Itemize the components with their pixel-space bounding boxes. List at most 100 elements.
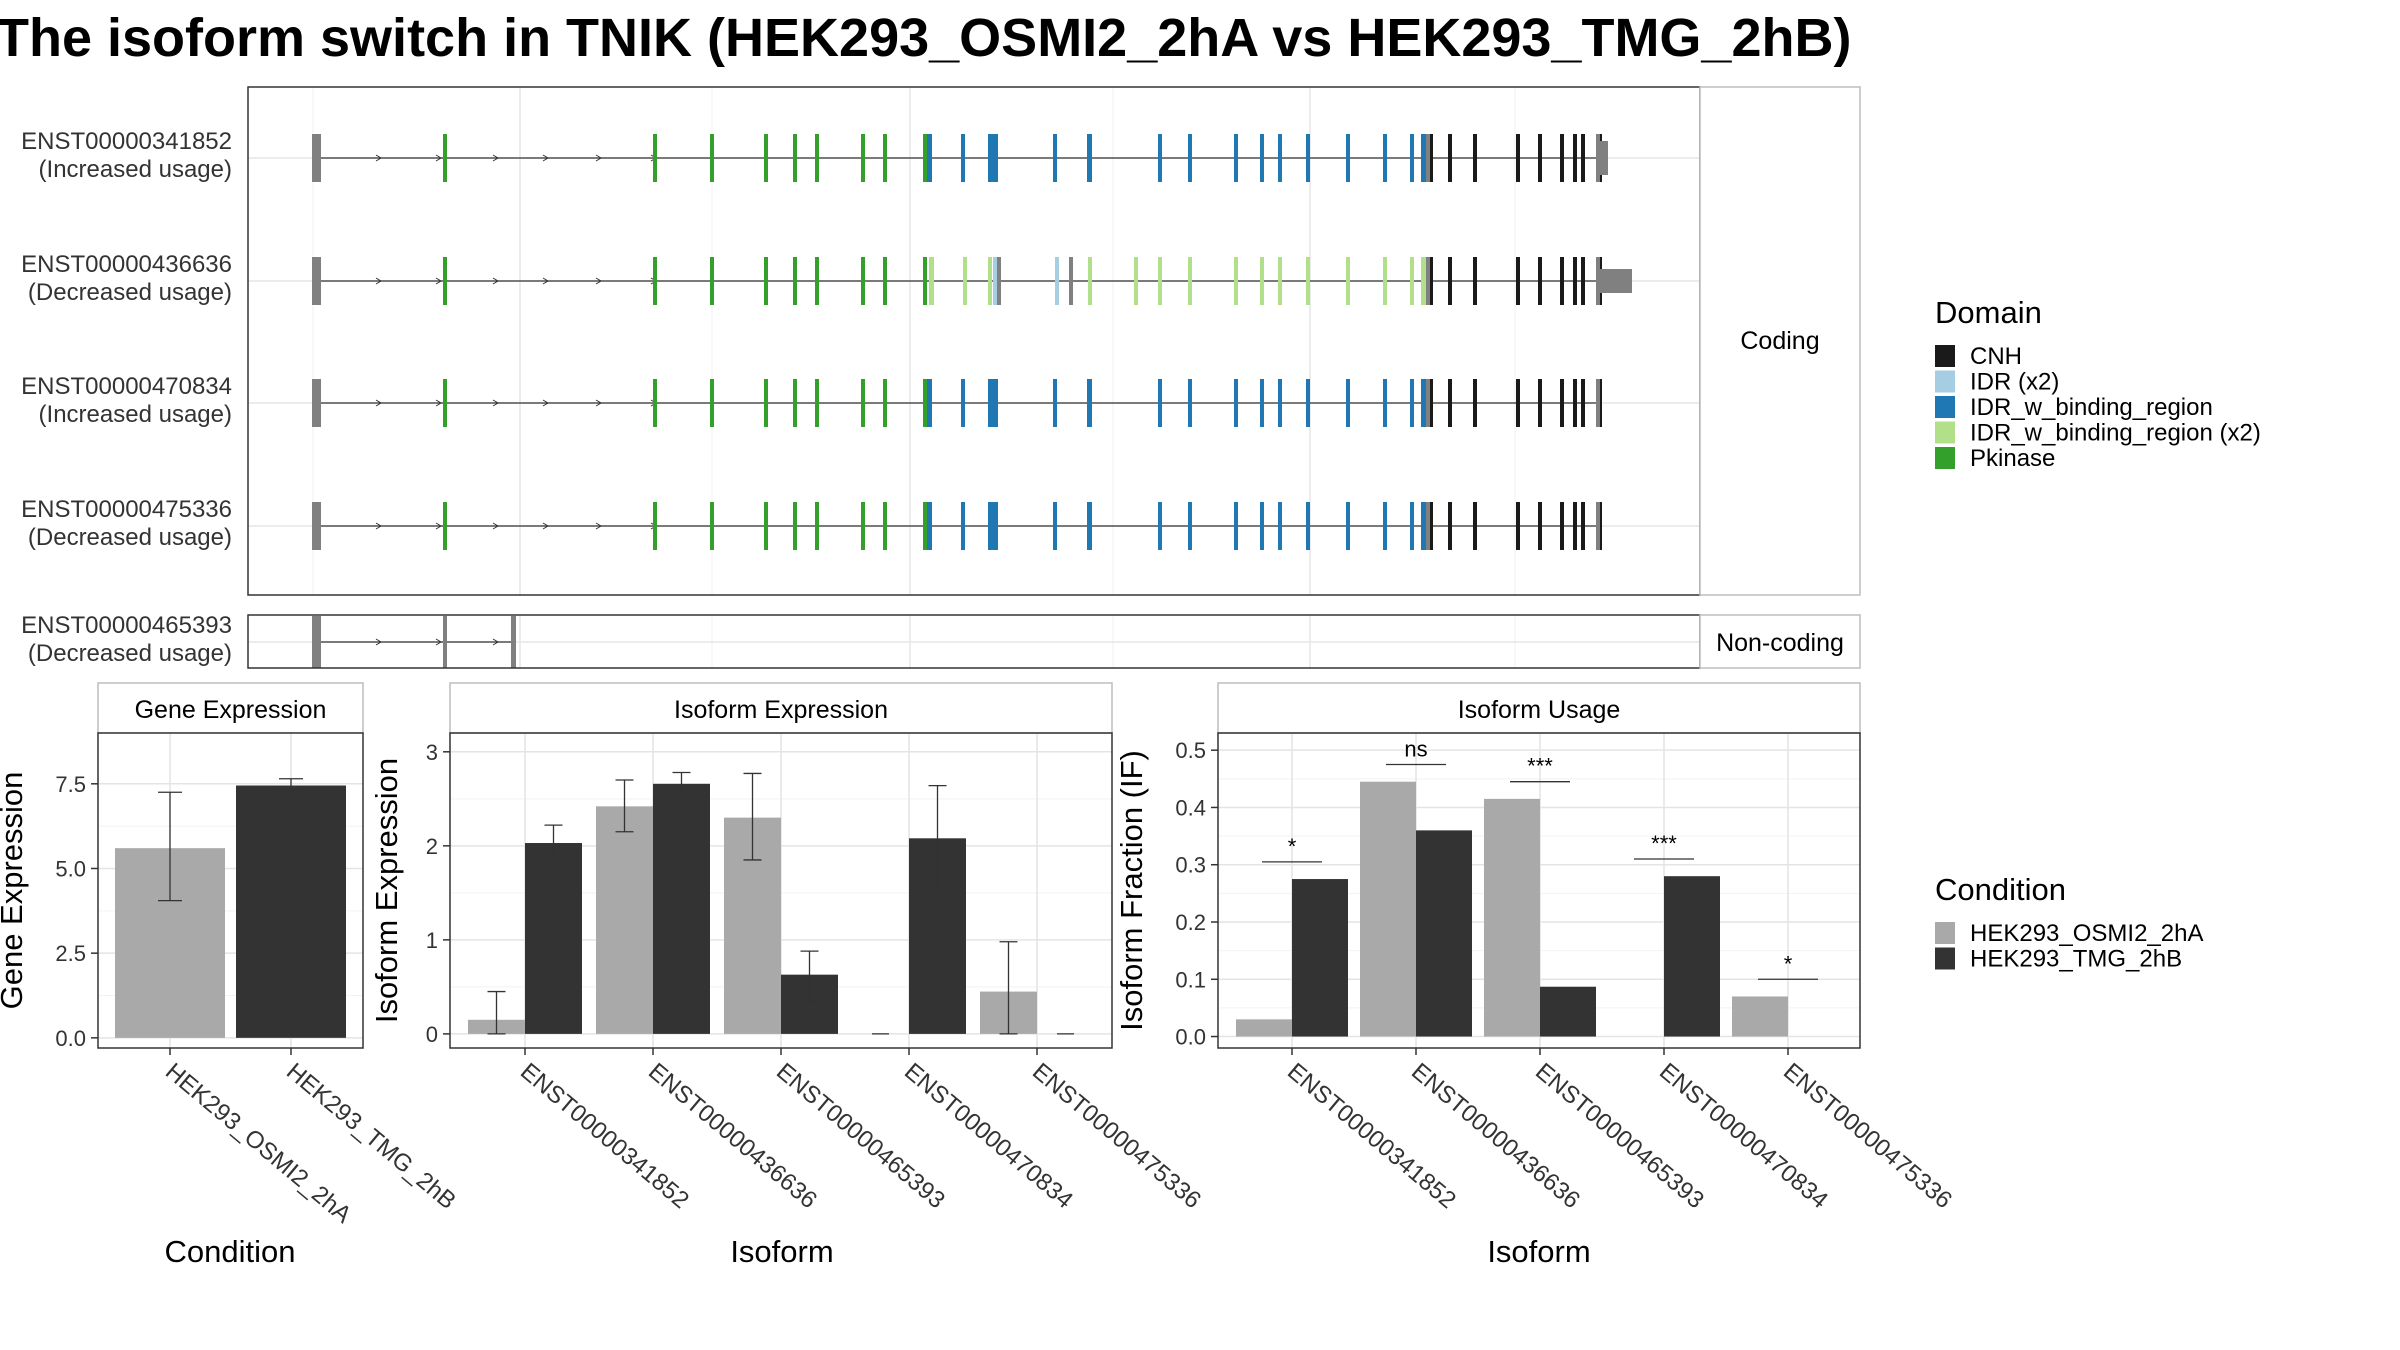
- utr-exon: [312, 134, 321, 182]
- exon-idr-binding: [1188, 502, 1192, 550]
- strand-arrow-icon: [542, 277, 549, 285]
- strand-arrow-icon: [435, 277, 442, 285]
- exon-pkinase: [861, 379, 865, 427]
- exon-pkinase: [923, 134, 927, 182]
- exon-idr-binding-x2: [1306, 257, 1310, 305]
- y-tick-label: 0.3: [1175, 853, 1206, 878]
- exon-idr-binding: [988, 134, 998, 182]
- exon-cnh: [1581, 379, 1585, 427]
- figure-title: The isoform switch in TNIK (HEK293_OSMI2…: [0, 8, 1851, 68]
- exon-pkinase: [443, 134, 447, 182]
- exon-idr-binding: [1346, 134, 1350, 182]
- exon-pkinase: [923, 502, 927, 550]
- noncoding-exon: [312, 616, 321, 668]
- exon-cnh: [1473, 134, 1477, 182]
- panel-strip: [97, 682, 364, 734]
- noncoding-exon: [511, 616, 516, 668]
- end-exon: [1596, 134, 1600, 182]
- noncoding-exon: [443, 616, 447, 668]
- exon-cnh: [1448, 134, 1452, 182]
- exon-idr-binding: [1383, 502, 1387, 550]
- bar-HEK293_OSMI2_2hA: [1732, 996, 1788, 1037]
- exon-pkinase: [764, 502, 768, 550]
- strand-arrow-icon: [375, 277, 382, 285]
- exon-idr-binding: [1087, 134, 1092, 182]
- exon-cnh: [1581, 134, 1585, 182]
- exon-idr-binding: [1346, 502, 1350, 550]
- exon-pkinase: [883, 134, 887, 182]
- exon-idr-x2: [993, 257, 997, 305]
- y-tick-label: 5.0: [55, 856, 86, 881]
- exon-idr-binding: [988, 502, 998, 550]
- transcript-row-ENST00000475336: [312, 502, 1602, 550]
- exon-idr-binding: [1306, 379, 1310, 427]
- bar-HEK293_OSMI2_2hA: [596, 806, 653, 1034]
- exon-pkinase: [923, 257, 927, 305]
- exon-pkinase: [815, 134, 819, 182]
- exon-pkinase: [815, 502, 819, 550]
- exon-idr-binding: [1188, 379, 1192, 427]
- end-exon: [1596, 379, 1600, 427]
- exon-idr-binding: [1234, 379, 1238, 427]
- exon-pkinase: [710, 379, 714, 427]
- exon-pkinase: [883, 257, 887, 305]
- y-tick-label: 0.0: [1175, 1025, 1206, 1050]
- significance-label: ns: [1404, 737, 1427, 762]
- x-axis-title: Condition: [165, 1234, 296, 1269]
- plot-border: [97, 732, 364, 1049]
- y-tick-label: 0.0: [55, 1026, 86, 1051]
- plot-border: [1217, 732, 1861, 1049]
- transcript-row-ENST00000436636: [312, 257, 1632, 305]
- utr-exon: [312, 379, 321, 427]
- domain-legend-title: Domain: [1935, 295, 2042, 330]
- x-axis-title: Isoform: [730, 1234, 833, 1269]
- exon-cnh: [1573, 502, 1577, 550]
- exon-idr-binding: [1260, 379, 1264, 427]
- exon-cnh: [1473, 502, 1477, 550]
- exon-cnh: [1430, 257, 1433, 305]
- bar-HEK293_TMG_2hB: [525, 843, 582, 1034]
- y-tick-label: 1: [426, 928, 438, 953]
- exon-idr-binding-x2: [988, 257, 992, 305]
- exon-idr-binding: [1260, 502, 1264, 550]
- exon-idr-binding: [1234, 502, 1238, 550]
- strand-arrow-icon: [595, 154, 602, 162]
- strand-arrow-icon: [375, 399, 382, 407]
- isoform-label: ENST00000465393: [21, 612, 232, 639]
- strand-arrow-icon: [542, 399, 549, 407]
- exon-cnh: [1448, 502, 1452, 550]
- exon-idr-binding: [1158, 502, 1162, 550]
- strand-arrow-icon: [375, 154, 382, 162]
- isoform-usage-label: (Increased usage): [39, 401, 232, 428]
- isoform-usage-label: (Increased usage): [39, 156, 232, 183]
- y-axis-title: Isoform Expression: [369, 758, 404, 1023]
- exon-pkinase: [710, 502, 714, 550]
- exon-pkinase: [443, 502, 447, 550]
- exon-idr-binding: [1306, 502, 1310, 550]
- exon-cnh: [1581, 502, 1585, 550]
- exon-cnh: [1516, 257, 1520, 305]
- exon-cnh: [1560, 379, 1564, 427]
- strand-arrow-icon: [492, 277, 499, 285]
- bar-HEK293_TMG_2hB: [1292, 879, 1348, 1037]
- exon-pkinase: [861, 134, 865, 182]
- exon-cnh: [1473, 379, 1477, 427]
- exon-idr-binding-x2: [1158, 257, 1162, 305]
- end-exon: [1596, 502, 1600, 550]
- domain-legend-label: Pkinase: [1970, 445, 2055, 472]
- strand-arrow-icon: [595, 277, 602, 285]
- exon-idr-binding-x2: [1278, 257, 1282, 305]
- exon-cnh: [1573, 379, 1577, 427]
- panel-strip: [449, 682, 1113, 734]
- exon-noncoding: [1426, 257, 1430, 305]
- isoform-usage-panel: Isoform Usage0.00.10.20.30.40.5ENST00000…: [1114, 682, 1957, 1269]
- exon-pkinase: [883, 502, 887, 550]
- exon-cnh: [1560, 257, 1564, 305]
- exon-pkinase: [793, 134, 797, 182]
- bar-HEK293_TMG_2hB: [1664, 876, 1720, 1037]
- exon-cnh: [1516, 502, 1520, 550]
- isoform-usage-label: (Decreased usage): [28, 640, 232, 667]
- exon-cnh: [1430, 379, 1433, 427]
- bar-HEK293_OSMI2_2hA: [1360, 781, 1416, 1037]
